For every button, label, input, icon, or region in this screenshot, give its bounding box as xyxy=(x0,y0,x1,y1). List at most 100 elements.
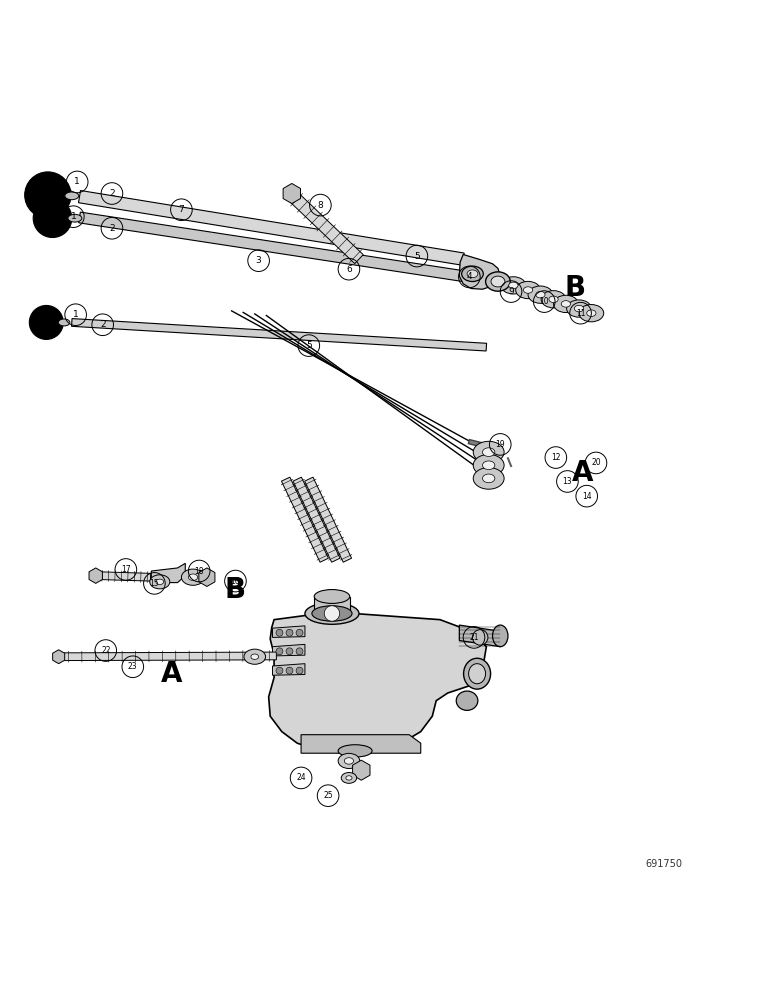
Text: 2: 2 xyxy=(100,320,106,329)
Circle shape xyxy=(25,172,71,218)
Ellipse shape xyxy=(501,277,526,294)
Ellipse shape xyxy=(561,301,571,307)
Text: A: A xyxy=(572,459,594,487)
Polygon shape xyxy=(89,568,103,583)
Ellipse shape xyxy=(456,691,478,710)
Text: 15: 15 xyxy=(150,579,159,588)
Ellipse shape xyxy=(516,281,540,299)
Ellipse shape xyxy=(338,745,372,757)
Ellipse shape xyxy=(181,569,205,585)
Ellipse shape xyxy=(467,270,478,278)
Text: B: B xyxy=(564,274,586,302)
Text: 4: 4 xyxy=(466,272,472,281)
Ellipse shape xyxy=(523,287,533,293)
Ellipse shape xyxy=(587,310,596,316)
Ellipse shape xyxy=(59,319,69,326)
Text: A: A xyxy=(161,660,182,688)
Ellipse shape xyxy=(528,286,553,303)
Ellipse shape xyxy=(579,305,604,322)
Ellipse shape xyxy=(473,454,504,476)
Text: 691750: 691750 xyxy=(645,859,682,869)
Polygon shape xyxy=(99,572,151,581)
Ellipse shape xyxy=(482,461,495,470)
Ellipse shape xyxy=(554,295,578,313)
Text: 23: 23 xyxy=(128,662,137,671)
Text: 18: 18 xyxy=(195,567,204,576)
Ellipse shape xyxy=(251,654,259,659)
Polygon shape xyxy=(353,760,370,780)
Ellipse shape xyxy=(486,272,510,291)
Polygon shape xyxy=(62,652,276,661)
Text: 1: 1 xyxy=(70,212,76,221)
Polygon shape xyxy=(301,735,421,753)
Polygon shape xyxy=(459,625,500,647)
Text: 24: 24 xyxy=(296,773,306,782)
Text: 7: 7 xyxy=(178,205,185,214)
Polygon shape xyxy=(459,255,500,289)
Ellipse shape xyxy=(509,282,518,289)
Polygon shape xyxy=(79,212,464,281)
Circle shape xyxy=(286,648,293,655)
Ellipse shape xyxy=(188,574,198,580)
Text: 21: 21 xyxy=(469,633,479,642)
Polygon shape xyxy=(314,596,350,613)
Text: 1: 1 xyxy=(73,310,79,319)
Ellipse shape xyxy=(473,441,504,463)
Ellipse shape xyxy=(305,603,359,624)
Ellipse shape xyxy=(346,776,352,780)
Text: 17: 17 xyxy=(121,565,130,574)
Circle shape xyxy=(324,606,340,621)
Polygon shape xyxy=(305,477,351,562)
Polygon shape xyxy=(338,745,372,751)
Ellipse shape xyxy=(567,300,591,317)
Ellipse shape xyxy=(536,291,545,298)
Polygon shape xyxy=(52,650,65,664)
Ellipse shape xyxy=(482,474,495,483)
Polygon shape xyxy=(283,183,300,204)
Polygon shape xyxy=(273,664,305,675)
Circle shape xyxy=(276,629,283,636)
Ellipse shape xyxy=(65,192,79,200)
Ellipse shape xyxy=(156,579,164,585)
Text: 19: 19 xyxy=(496,440,505,449)
Ellipse shape xyxy=(314,590,350,603)
Ellipse shape xyxy=(339,739,371,752)
Text: 20: 20 xyxy=(591,458,601,467)
Text: 6: 6 xyxy=(346,265,352,274)
Ellipse shape xyxy=(493,625,508,647)
Ellipse shape xyxy=(338,753,360,769)
Circle shape xyxy=(33,199,72,238)
Ellipse shape xyxy=(463,658,491,689)
Ellipse shape xyxy=(574,305,584,312)
Text: 11: 11 xyxy=(576,309,585,318)
Ellipse shape xyxy=(482,448,495,456)
Text: 5: 5 xyxy=(414,252,420,261)
Text: 9: 9 xyxy=(508,287,514,296)
Polygon shape xyxy=(199,568,215,586)
Text: 2: 2 xyxy=(109,189,115,198)
Text: 8: 8 xyxy=(317,201,323,210)
Ellipse shape xyxy=(68,214,82,222)
Circle shape xyxy=(296,629,303,636)
Circle shape xyxy=(276,667,283,674)
Polygon shape xyxy=(72,319,486,351)
Circle shape xyxy=(296,667,303,674)
Ellipse shape xyxy=(341,773,357,783)
Polygon shape xyxy=(79,191,464,265)
Ellipse shape xyxy=(491,276,505,287)
Ellipse shape xyxy=(469,664,486,684)
Text: 22: 22 xyxy=(101,646,110,655)
Text: 10: 10 xyxy=(540,297,549,306)
Text: 2: 2 xyxy=(109,224,115,233)
Polygon shape xyxy=(273,626,305,637)
Polygon shape xyxy=(282,477,328,562)
Text: 16: 16 xyxy=(231,577,240,586)
Circle shape xyxy=(276,648,283,655)
Text: 1: 1 xyxy=(74,177,80,186)
Text: 5: 5 xyxy=(306,341,312,350)
Text: 12: 12 xyxy=(551,453,560,462)
Text: 25: 25 xyxy=(323,791,333,800)
Circle shape xyxy=(472,630,488,645)
Ellipse shape xyxy=(462,266,483,282)
Polygon shape xyxy=(269,612,486,753)
